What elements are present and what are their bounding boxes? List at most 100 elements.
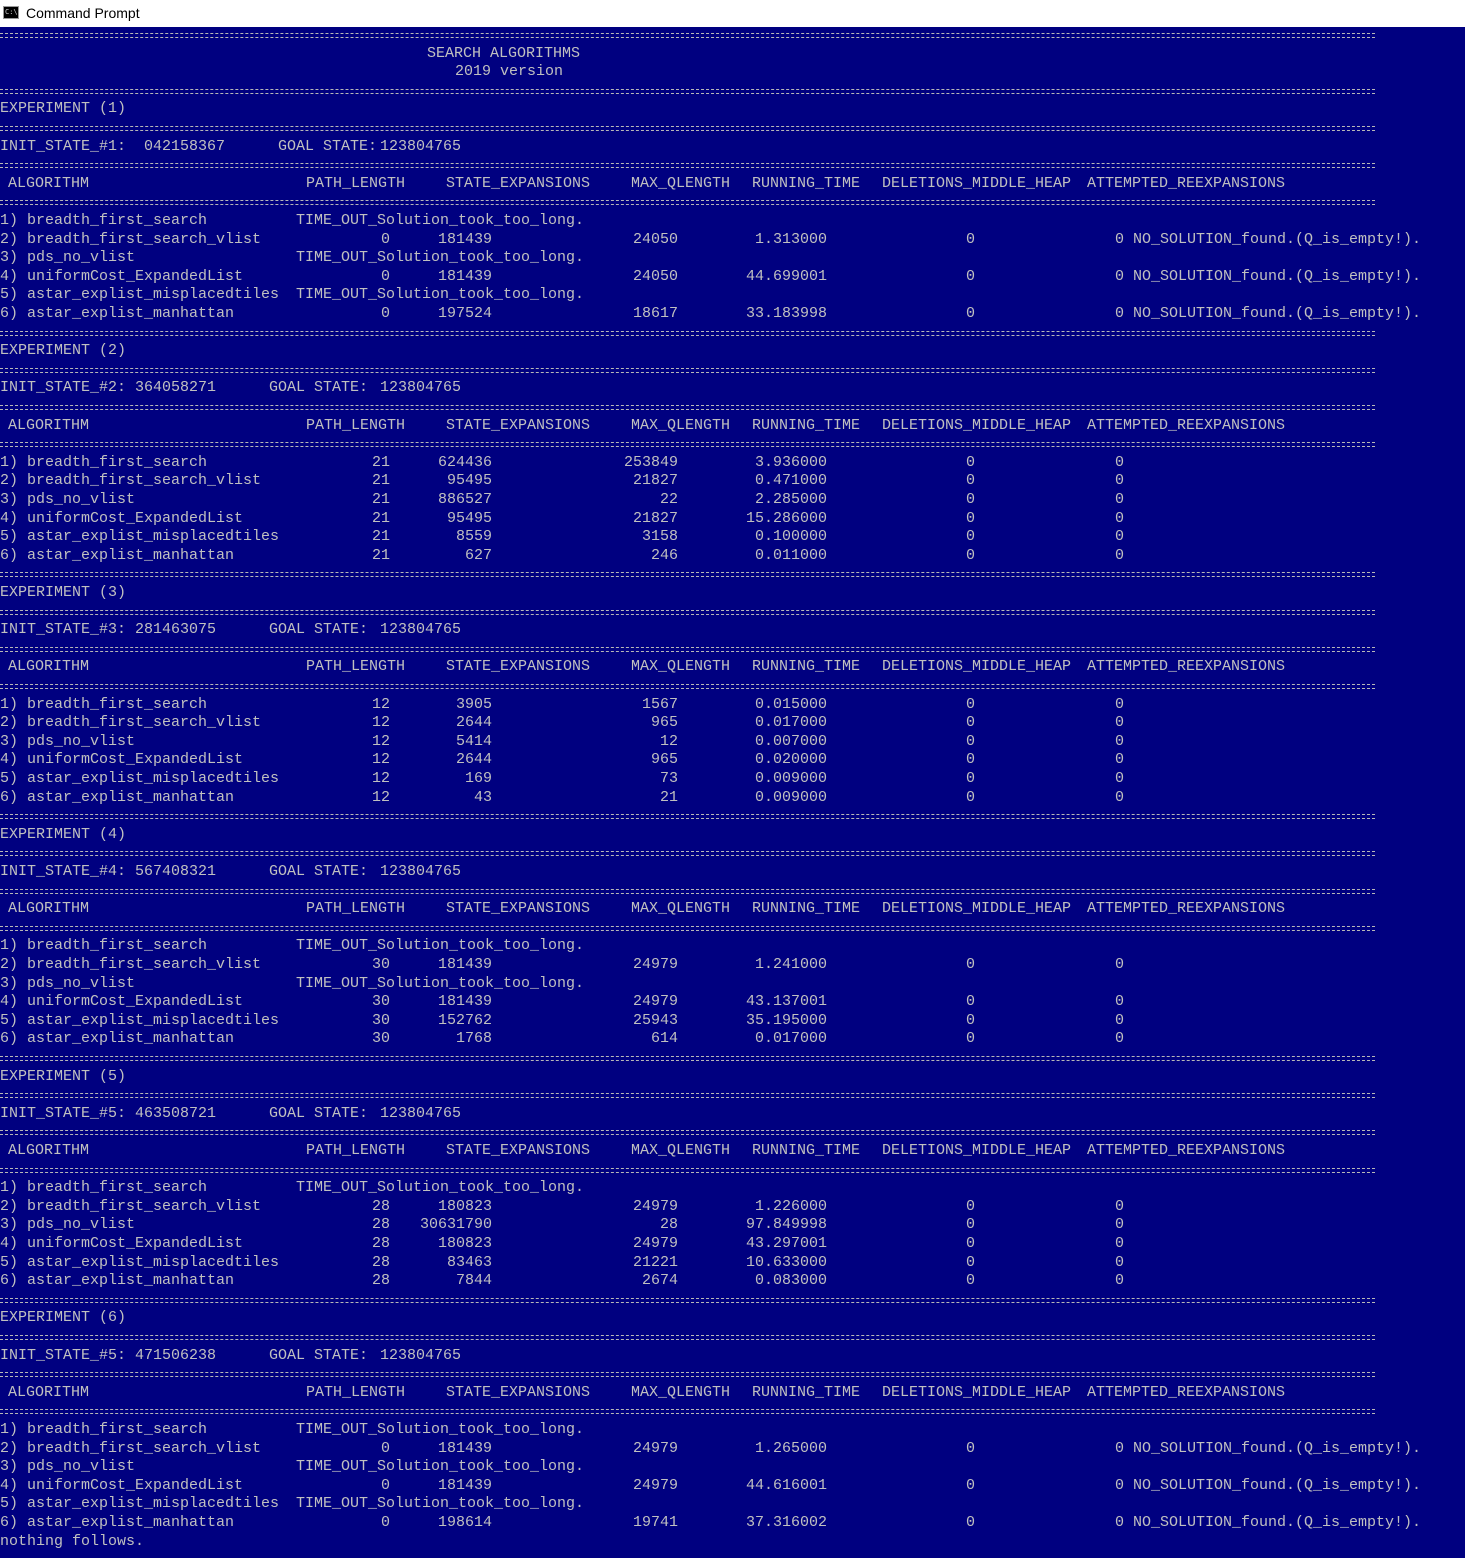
- cell-del: 0: [965, 1216, 975, 1233]
- column-header: RUNNING_TIME: [752, 1142, 861, 1159]
- cell-re: 0: [1114, 305, 1124, 322]
- goal-label: GOAL STATE:: [269, 379, 369, 396]
- cell-del: 0: [965, 751, 975, 768]
- column-header: MAX_QLENGTH: [631, 1142, 731, 1159]
- column-header: PATH_LENGTH: [306, 417, 406, 434]
- column-header: PATH_LENGTH: [306, 1384, 406, 1401]
- cell-path: 28: [371, 1216, 390, 1233]
- column-header: DELETIONS_MIDDLE_HEAP: [882, 417, 1072, 434]
- table-separator: [0, 1168, 1375, 1173]
- column-header: ALGORITHM: [8, 900, 90, 917]
- cell-exp: 5414: [455, 733, 492, 750]
- cell-re: 0: [1114, 454, 1124, 471]
- result-row: 2) breadth_first_search_vlist 12 2644 965 0.…: [0, 714, 1465, 732]
- cell-exp: 95495: [446, 472, 492, 489]
- algorithm-name: 2) breadth_first_search_vlist: [0, 231, 262, 248]
- column-header-row: ALGORITHM PATH_LENGTH STATE_EXPANSIONS MAX_…: [0, 417, 1465, 435]
- result-row: 3) pds_no_vlist 12 5414 12 0.007000 0 0: [0, 733, 1465, 751]
- algorithm-name: 6) astar_explist_manhattan: [0, 1272, 235, 1289]
- cell-re: 0: [1114, 547, 1124, 564]
- cell-path: 12: [371, 696, 390, 713]
- cell-time: 44.699001: [745, 268, 827, 285]
- algorithm-name: 5) astar_explist_misplacedtiles: [0, 1254, 280, 1271]
- column-header: RUNNING_TIME: [752, 175, 861, 192]
- column-header: ALGORITHM: [8, 1384, 90, 1401]
- algorithm-name: 4) uniformCost_ExpandedList: [0, 1235, 244, 1252]
- init-state: INIT_STATE_#2: 364058271: [0, 379, 217, 396]
- no-solution-note: NO_SOLUTION_found.(Q_is_empty!).: [1133, 305, 1422, 322]
- result-row: 5) astar_explist_misplacedtiles 12 169 73 0.…: [0, 770, 1465, 788]
- column-header: STATE_EXPANSIONS: [446, 1384, 591, 1401]
- result-row: 3) pds_no_vlist TIME_OUT_Solution_took_to…: [0, 975, 1465, 993]
- result-row: 4) uniformCost_ExpandedList 12 2644 965 0.02…: [0, 751, 1465, 769]
- cell-path: 12: [371, 789, 390, 806]
- timeout-message: TIME_OUT_Solution_took_too_long.: [296, 1179, 585, 1196]
- result-row: 1) breadth_first_search TIME_OUT_Solution…: [0, 212, 1465, 230]
- cell-path: 21: [371, 528, 390, 545]
- cell-maxq: 24050: [632, 268, 678, 285]
- algorithm-name: 2) breadth_first_search_vlist: [0, 1440, 262, 1457]
- goal-state: 123804765: [380, 1347, 462, 1364]
- cell-del: 0: [965, 1198, 975, 1215]
- init-state: INIT_STATE_#5: 463508721: [0, 1105, 217, 1122]
- cell-del: 0: [965, 1477, 975, 1494]
- column-header: ALGORITHM: [8, 175, 90, 192]
- cell-re: 0: [1114, 1254, 1124, 1271]
- cmd-icon: C:\: [3, 6, 19, 19]
- cell-path: 21: [371, 491, 390, 508]
- cell-maxq: 28: [659, 1216, 678, 1233]
- result-row: 6) astar_explist_manhattan 12 43 21 0.009000…: [0, 789, 1465, 807]
- init-state-line: INIT_STATE_#4: 567408321 GOAL STATE: 12380…: [0, 863, 1465, 881]
- result-row: 1) breadth_first_search 21 624436 253849 3.9…: [0, 454, 1465, 472]
- cell-path: 28: [371, 1272, 390, 1289]
- title-bar[interactable]: C:\ Command Prompt: [0, 0, 1465, 27]
- column-header: ATTEMPTED_REEXPANSIONS: [1087, 417, 1286, 434]
- algorithm-name: 5) astar_explist_misplacedtiles: [0, 1495, 280, 1512]
- result-row: 2) breadth_first_search_vlist 0 181439 2497…: [0, 1440, 1465, 1458]
- console-output[interactable]: SEARCH ALGORITHMS 2019 version EXPERIMENT …: [0, 27, 1465, 1558]
- algorithm-name: 1) breadth_first_search: [0, 696, 208, 713]
- algorithm-name: 3) pds_no_vlist: [0, 491, 136, 508]
- cell-maxq: 24979: [632, 956, 678, 973]
- cell-exp: 8559: [455, 528, 492, 545]
- cell-maxq: 25943: [632, 1012, 678, 1029]
- cell-maxq: 246: [650, 547, 678, 564]
- column-header: PATH_LENGTH: [306, 175, 406, 192]
- init-state-line: INIT_STATE_#5: 463508721 GOAL STATE: 12380…: [0, 1105, 1465, 1123]
- no-solution-note: NO_SOLUTION_found.(Q_is_empty!).: [1133, 231, 1422, 248]
- cell-time: 10.633000: [745, 1254, 827, 1271]
- column-header: MAX_QLENGTH: [631, 417, 731, 434]
- algorithm-name: 5) astar_explist_misplacedtiles: [0, 770, 280, 787]
- result-row: 6) astar_explist_manhattan 0 197524 18617 33…: [0, 305, 1465, 323]
- experiment-separator: [0, 1056, 1375, 1061]
- cell-maxq: 22: [659, 491, 678, 508]
- algorithm-name: 4) uniformCost_ExpandedList: [0, 1477, 244, 1494]
- table-separator: [0, 1372, 1375, 1377]
- program-title: SEARCH ALGORITHMS: [427, 45, 581, 62]
- cell-del: 0: [965, 231, 975, 248]
- column-header: MAX_QLENGTH: [631, 175, 731, 192]
- column-header: DELETIONS_MIDDLE_HEAP: [882, 1384, 1072, 1401]
- cell-del: 0: [965, 1235, 975, 1252]
- cell-maxq: 18617: [632, 305, 678, 322]
- cell-path: 0: [380, 268, 390, 285]
- cell-re: 0: [1114, 1216, 1124, 1233]
- timeout-message: TIME_OUT_Solution_took_too_long.: [296, 1421, 585, 1438]
- cell-time: 0.471000: [754, 472, 827, 489]
- column-header: PATH_LENGTH: [306, 658, 406, 675]
- result-row: 1) breadth_first_search TIME_OUT_Solution…: [0, 937, 1465, 955]
- experiment-separator: [0, 1335, 1375, 1340]
- algorithm-name: 2) breadth_first_search_vlist: [0, 956, 262, 973]
- cell-exp: 627: [464, 547, 492, 564]
- column-header: STATE_EXPANSIONS: [446, 175, 591, 192]
- experiment-separator: [0, 572, 1375, 577]
- goal-label: GOAL STATE:: [269, 621, 369, 638]
- table-separator: [0, 200, 1375, 205]
- cell-del: 0: [965, 454, 975, 471]
- cell-del: 0: [965, 547, 975, 564]
- footer-text: nothing follows.: [0, 1533, 145, 1550]
- cell-exp: 95495: [446, 510, 492, 527]
- column-header: RUNNING_TIME: [752, 417, 861, 434]
- cell-maxq: 24979: [632, 1477, 678, 1494]
- header-separator: [0, 33, 1375, 38]
